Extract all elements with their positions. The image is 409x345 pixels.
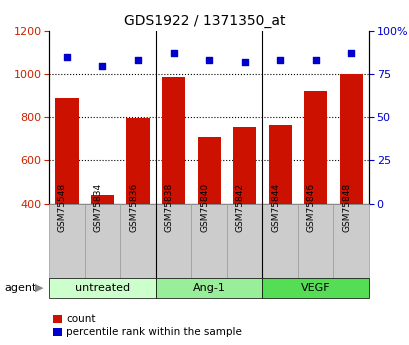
Point	[312, 58, 318, 63]
Text: GSM75846: GSM75846	[306, 183, 315, 232]
Text: GSM75844: GSM75844	[270, 183, 279, 232]
Text: percentile rank within the sample: percentile rank within the sample	[66, 327, 242, 337]
Text: GSM75838: GSM75838	[164, 183, 173, 232]
Bar	[303, 91, 326, 204]
Text: GSM75842: GSM75842	[235, 183, 244, 232]
Bar	[226, 204, 262, 278]
Text: VEGF: VEGF	[300, 283, 330, 293]
Text: GSM75840: GSM75840	[200, 183, 209, 232]
Bar	[155, 204, 191, 278]
Point	[205, 58, 212, 63]
Bar	[49, 204, 85, 278]
Bar	[333, 204, 368, 278]
Text: Ang-1: Ang-1	[192, 283, 225, 293]
Bar	[155, 278, 262, 298]
Bar	[339, 74, 362, 204]
Point	[135, 58, 141, 63]
Bar	[85, 204, 120, 278]
Point	[347, 51, 354, 56]
Text: GDS1922 / 1371350_at: GDS1922 / 1371350_at	[124, 14, 285, 28]
Bar	[162, 77, 184, 204]
Text: GSM75834: GSM75834	[93, 183, 102, 232]
Point	[63, 54, 70, 60]
Text: count: count	[66, 314, 96, 324]
Text: GSM75848: GSM75848	[342, 183, 351, 232]
Bar	[232, 127, 256, 204]
Text: GSM75548: GSM75548	[58, 183, 67, 232]
Bar	[91, 195, 114, 204]
Text: ▶: ▶	[35, 283, 43, 293]
Bar	[120, 204, 155, 278]
Point	[241, 59, 247, 65]
Text: GSM75836: GSM75836	[129, 183, 138, 232]
Point	[170, 51, 176, 56]
Point	[99, 63, 106, 68]
Text: agent: agent	[4, 283, 36, 293]
Bar	[126, 118, 149, 204]
Point	[276, 58, 283, 63]
Bar	[191, 204, 226, 278]
Text: untreated: untreated	[75, 283, 130, 293]
Bar	[55, 98, 79, 204]
Bar	[49, 278, 155, 298]
Bar	[268, 125, 291, 204]
Bar	[262, 204, 297, 278]
Bar	[197, 137, 220, 204]
Bar	[297, 204, 333, 278]
Bar	[262, 278, 368, 298]
